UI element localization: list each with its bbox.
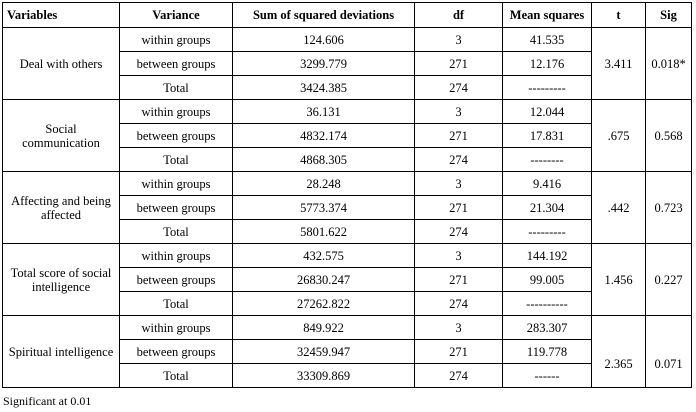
variance-cell: within groups <box>119 99 233 124</box>
table-row: Total 3424.385 274 --------- <box>3 75 692 100</box>
variance-cell: Total <box>119 75 233 100</box>
ss-cell: 36.131 <box>232 99 415 124</box>
df-cell: 271 <box>414 339 503 364</box>
ss-cell: 33309.869 <box>232 363 415 388</box>
variable-name: Affecting and being affected <box>2 171 120 244</box>
ms-cell: --------- <box>502 75 592 100</box>
ss-cell: 3424.385 <box>232 75 415 100</box>
variance-cell: within groups <box>119 171 233 196</box>
sig-value: 0.018* <box>645 27 692 100</box>
table-row: Affecting and being affected within grou… <box>2 171 692 244</box>
table-row: Total 5801.622 274 --------- <box>3 219 692 244</box>
anova-table: Variables Variance Sum of squared deviat… <box>2 2 692 388</box>
table-row: Total 33309.869 274 ------ <box>3 363 692 388</box>
ss-cell: 32459.947 <box>232 339 415 364</box>
header-df: df <box>414 2 503 28</box>
variable-name: Spiritual intelligence <box>2 315 120 388</box>
ss-cell: 28.248 <box>232 171 415 196</box>
variance-cell: Total <box>119 219 233 244</box>
t-value: 1.456 <box>591 243 646 316</box>
variance-cell: Total <box>119 363 233 388</box>
ss-cell: 4832.174 <box>232 123 415 148</box>
table-row: Social communication within groups 36.13… <box>2 99 692 172</box>
variance-cell: Total <box>119 147 233 172</box>
df-cell: 271 <box>414 123 503 148</box>
sig-value: 0.071 <box>645 315 692 388</box>
t-value: 2.365 <box>591 315 646 388</box>
ss-cell: 27262.822 <box>232 291 415 316</box>
table-row: Total 27262.822 274 ---------- <box>3 291 692 316</box>
footnote: Significant at 0.01 <box>3 394 92 408</box>
sig-value: 0.568 <box>645 99 692 172</box>
variance-cell: within groups <box>119 243 233 268</box>
table-row: between groups 3299.779 271 12.176 <box>3 51 692 76</box>
header-variance: Variance <box>119 2 233 28</box>
ms-cell: 144.192 <box>502 243 592 268</box>
df-cell: 3 <box>414 243 503 268</box>
variance-cell: between groups <box>119 339 233 364</box>
df-cell: 274 <box>414 219 503 244</box>
header-variables: Variables <box>2 2 120 28</box>
ss-cell: 432.575 <box>232 243 415 268</box>
sig-value: 0.723 <box>645 171 692 244</box>
ms-cell: 99.005 <box>502 267 592 292</box>
ms-cell: 21.304 <box>502 195 592 220</box>
ms-cell: --------- <box>502 219 592 244</box>
df-cell: 3 <box>414 99 503 124</box>
header-mean-squares: Mean squares <box>502 2 592 28</box>
ms-cell: 119.778 <box>502 339 592 364</box>
t-value: .675 <box>591 99 646 172</box>
header-t: t <box>591 2 646 28</box>
ms-cell: 283.307 <box>502 315 592 340</box>
ms-cell: 12.044 <box>502 99 592 124</box>
df-cell: 3 <box>414 315 503 340</box>
df-cell: 274 <box>414 147 503 172</box>
df-cell: 3 <box>414 27 503 52</box>
variance-cell: between groups <box>119 267 233 292</box>
ms-cell: ------ <box>502 363 592 388</box>
variance-cell: Total <box>119 291 233 316</box>
variance-cell: between groups <box>119 51 233 76</box>
ss-cell: 849.922 <box>232 315 415 340</box>
variance-cell: between groups <box>119 195 233 220</box>
table-row: between groups 4832.174 271 17.831 <box>3 123 692 148</box>
variable-name: Total score of social intelligence <box>2 243 120 316</box>
header-sum-of-squares: Sum of squared deviations <box>232 2 415 28</box>
df-cell: 271 <box>414 195 503 220</box>
ss-cell: 124.606 <box>232 27 415 52</box>
ms-cell: 41.535 <box>502 27 592 52</box>
df-cell: 271 <box>414 267 503 292</box>
ss-cell: 4868.305 <box>232 147 415 172</box>
variance-cell: within groups <box>119 315 233 340</box>
variable-name: Deal with others <box>2 27 120 100</box>
ms-cell: -------- <box>502 147 592 172</box>
ss-cell: 3299.779 <box>232 51 415 76</box>
t-value: 3.411 <box>591 27 646 100</box>
ms-cell: ---------- <box>502 291 592 316</box>
table-row: between groups 26830.247 271 99.005 <box>3 267 692 292</box>
variance-cell: within groups <box>119 27 233 52</box>
ss-cell: 5773.374 <box>232 195 415 220</box>
t-value: .442 <box>591 171 646 244</box>
ms-cell: 12.176 <box>502 51 592 76</box>
table-row: Spiritual intelligence within groups 849… <box>2 315 692 388</box>
table-row: between groups 5773.374 271 21.304 <box>3 195 692 220</box>
table-row: Deal with others within groups 124.606 3… <box>2 27 692 100</box>
ss-cell: 26830.247 <box>232 267 415 292</box>
header-row: Variables Variance Sum of squared deviat… <box>2 2 692 28</box>
ss-cell: 5801.622 <box>232 219 415 244</box>
table-row: Total score of social intelligence withi… <box>2 243 692 316</box>
ms-cell: 9.416 <box>502 171 592 196</box>
variance-cell: between groups <box>119 123 233 148</box>
df-cell: 274 <box>414 75 503 100</box>
df-cell: 274 <box>414 291 503 316</box>
table-row: Total 4868.305 274 -------- <box>3 147 692 172</box>
ms-cell: 17.831 <box>502 123 592 148</box>
header-sig: Sig <box>645 2 692 28</box>
df-cell: 271 <box>414 51 503 76</box>
sig-value: 0.227 <box>645 243 692 316</box>
df-cell: 3 <box>414 171 503 196</box>
df-cell: 274 <box>414 363 503 388</box>
variable-name: Social communication <box>2 99 120 172</box>
